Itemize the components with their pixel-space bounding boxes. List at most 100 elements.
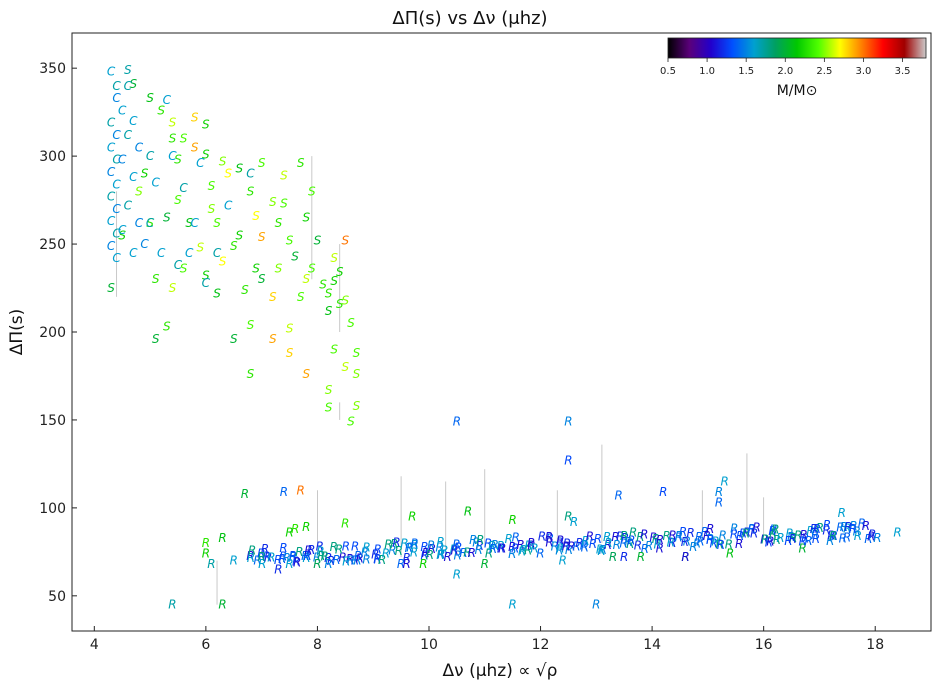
data-point-r: R — [508, 513, 516, 527]
data-point-s: S — [141, 167, 149, 181]
data-point-r: R — [279, 550, 287, 564]
data-point-s: S — [280, 197, 288, 211]
data-point-r: R — [668, 536, 676, 550]
data-point-r: R — [384, 537, 392, 551]
data-point-r: R — [388, 544, 396, 558]
data-point-r: R — [283, 551, 291, 565]
data-point-r: R — [799, 534, 807, 548]
data-point-r: R — [279, 541, 287, 555]
data-point-r: R — [609, 550, 617, 564]
data-point-r: R — [652, 532, 660, 546]
data-point-s: S — [135, 184, 143, 198]
data-point-c: C — [112, 202, 121, 216]
data-point-r: R — [565, 543, 573, 557]
data-point-r: R — [801, 532, 809, 546]
data-point-r: R — [313, 550, 321, 564]
data-point-r: R — [519, 543, 527, 557]
data-point-r: R — [436, 548, 444, 562]
data-point-r: R — [717, 538, 725, 552]
data-point-s: S — [297, 290, 305, 304]
data-point-r: R — [264, 550, 272, 564]
data-point-s: S — [258, 156, 266, 170]
data-point-r: R — [556, 533, 564, 547]
data-point-r: R — [302, 551, 310, 565]
data-point-r: R — [787, 530, 795, 544]
data-point-r: R — [218, 531, 226, 545]
data-point-r: R — [395, 544, 403, 558]
data-point-r: R — [468, 546, 476, 560]
data-point-r: R — [330, 540, 338, 554]
data-point-r: R — [725, 537, 733, 551]
data-point-s: S — [286, 346, 294, 360]
data-point-r: R — [390, 537, 398, 551]
data-point-c: C — [112, 177, 121, 191]
data-point-r: R — [436, 535, 444, 549]
data-point-r: R — [317, 549, 325, 563]
data-point-r: R — [556, 535, 564, 549]
data-point-r: R — [619, 536, 627, 550]
data-point-r: R — [440, 544, 448, 558]
data-point-r: R — [361, 546, 369, 560]
data-point-r: R — [563, 536, 571, 550]
x-axis-label: Δν (μhz) ∝ √ρ — [443, 661, 558, 681]
data-point-r: R — [450, 542, 458, 556]
data-point-r: R — [295, 545, 303, 559]
data-point-r: R — [218, 598, 226, 612]
data-point-r: R — [799, 528, 807, 542]
data-point-c: C — [246, 167, 255, 181]
data-point-r: R — [743, 525, 751, 539]
x-tick-label: 14 — [643, 637, 661, 653]
data-point-c: C — [107, 165, 116, 179]
data-point-r: R — [420, 540, 428, 554]
data-point-r: R — [230, 554, 238, 568]
data-point-s: S — [347, 316, 355, 330]
data-point-c: C — [140, 237, 149, 251]
data-point-r: R — [687, 526, 695, 540]
data-point-r: R — [419, 557, 427, 571]
data-point-s: S — [308, 184, 316, 198]
data-point-r: R — [681, 535, 689, 549]
colorbar-tick-label: 0.5 — [660, 66, 676, 77]
data-point-r: R — [592, 598, 600, 612]
data-point-s: S — [269, 290, 277, 304]
data-point-s: S — [275, 262, 283, 276]
data-point-r: R — [768, 524, 776, 538]
data-point-s: S — [302, 367, 310, 381]
data-point-s: S — [336, 297, 344, 311]
data-point-r: R — [572, 540, 580, 554]
data-point-s: S — [247, 367, 255, 381]
data-point-r: R — [829, 529, 837, 543]
data-point-r: R — [720, 475, 728, 489]
data-point-r: R — [517, 538, 525, 552]
data-point-r: R — [202, 536, 210, 550]
data-point-r: R — [405, 541, 413, 555]
data-point-r: R — [839, 532, 847, 546]
data-point-r: R — [285, 557, 293, 571]
x-tick-label: 6 — [201, 637, 210, 653]
data-point-r: R — [474, 543, 482, 557]
data-point-r: R — [703, 529, 711, 543]
data-point-r: R — [748, 522, 756, 536]
data-point-s: S — [291, 249, 299, 263]
data-point-r: R — [406, 541, 414, 555]
data-point-s: S — [258, 230, 266, 244]
data-point-r: R — [844, 520, 852, 534]
y-axis-ticks: 50 100 150 200 250 300 350 — [39, 61, 77, 605]
data-point-r: R — [862, 519, 870, 533]
data-point-r: R — [693, 536, 701, 550]
data-point-r: R — [675, 529, 683, 543]
data-point-r: R — [683, 534, 691, 548]
data-point-s: S — [118, 228, 126, 242]
data-point-c: C — [107, 214, 116, 228]
data-point-s: S — [107, 281, 115, 295]
data-point-r: R — [603, 530, 611, 544]
data-point-r: R — [649, 530, 657, 544]
data-point-r: R — [836, 520, 844, 534]
data-point-r: R — [263, 550, 271, 564]
data-point-r: R — [786, 526, 794, 540]
data-point-c: C — [112, 251, 121, 265]
data-point-r: R — [347, 554, 355, 568]
data-point-r: R — [508, 547, 516, 561]
data-point-r: R — [481, 557, 489, 571]
